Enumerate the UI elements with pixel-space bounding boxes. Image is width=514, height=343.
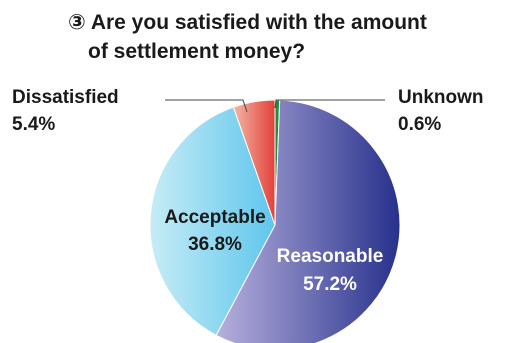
slice-label-reasonable-value: 57.2% <box>303 274 357 295</box>
slice-label-dissatisfied-value: 5.4% <box>12 114 55 135</box>
slice-label-dissatisfied-name: Dissatisfied <box>12 87 119 108</box>
leader-line-unknown <box>274 99 385 109</box>
slice-label-unknown-value: 0.6% <box>398 114 441 135</box>
chart-title: ③ Are you satisfied with the amount of s… <box>0 8 514 66</box>
pie-slice-dissatisfied <box>232 99 276 226</box>
slice-label-unknown-name: Unknown <box>398 87 484 108</box>
chart-title-line-1: ③ Are you satisfied with the amount <box>68 11 427 34</box>
pie-slice-acceptable <box>149 106 276 336</box>
slice-label-reasonable-name: Reasonable <box>277 246 384 267</box>
slice-label-acceptable-value: 36.8% <box>188 234 242 255</box>
slice-label-acceptable-name: Acceptable <box>164 207 265 228</box>
chart-title-line-2: of settlement money? <box>88 40 306 63</box>
leader-line-dissatisfied <box>165 99 248 113</box>
pie-slice-reasonable <box>215 99 401 343</box>
